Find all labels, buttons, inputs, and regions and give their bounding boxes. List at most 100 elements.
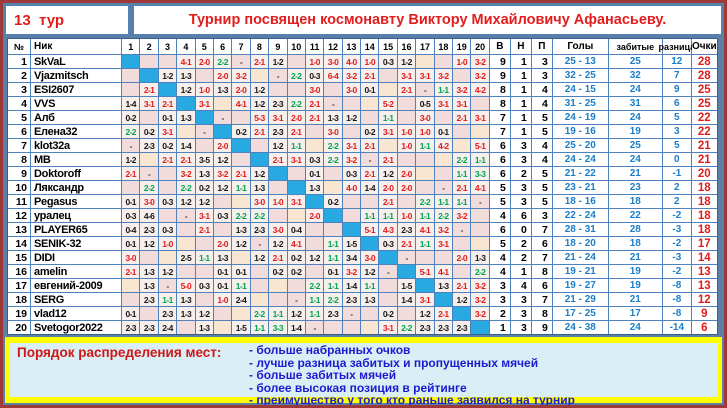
team-scored: 21	[608, 293, 662, 306]
unplayed-cell	[379, 69, 397, 82]
unplayed-cell	[379, 293, 397, 306]
team-losses: 5	[531, 195, 552, 208]
unplayed-cell	[195, 139, 213, 152]
unplayed-cell	[434, 251, 453, 264]
score-cell: 1-1	[453, 167, 471, 180]
score-cell: 1-1	[361, 279, 379, 292]
unplayed-cell	[305, 237, 324, 250]
score-cell: 2-1	[232, 167, 250, 180]
score-cell: 1-3	[434, 279, 453, 292]
team-scored: 28	[608, 223, 662, 236]
score-cell: 0-3	[342, 167, 361, 180]
team-diff: 6	[662, 97, 691, 110]
score-cell: 1-3	[324, 111, 342, 124]
score-cell: 0-1	[434, 125, 453, 138]
col-header-points: Очки	[691, 39, 717, 54]
score-cell: 1-2	[379, 167, 397, 180]
col-header-round-10: 10	[287, 39, 305, 54]
self-cell	[434, 293, 453, 306]
score-cell: 0-2	[287, 251, 305, 264]
score-cell: 2-3	[140, 321, 158, 334]
unplayed-cell	[453, 125, 471, 138]
score-cell: 2-1	[122, 167, 140, 180]
score-cell: 4-1	[287, 237, 305, 250]
unplayed-cell	[195, 265, 213, 278]
team-points: 18	[691, 181, 717, 194]
team-nick: МВ	[31, 153, 121, 166]
score-cell: 3-1	[195, 209, 213, 222]
score-cell: 1-0	[397, 209, 416, 222]
self-cell	[122, 55, 140, 68]
unplayed-cell	[361, 321, 379, 334]
team-scored: 17	[608, 307, 662, 320]
score-cell: 3-2	[453, 83, 471, 96]
team-points: 13	[691, 279, 717, 292]
score-cell: 2-3	[122, 321, 140, 334]
score-cell: 5-1	[416, 265, 434, 278]
team-wins: 5	[489, 237, 510, 250]
score-cell: 1-0	[361, 55, 379, 68]
team-nick: vlad12	[31, 307, 121, 320]
score-cell: 2-1	[250, 55, 269, 68]
unplayed-cell	[361, 111, 379, 124]
unplayed-cell	[434, 111, 453, 124]
score-cell: 2-2	[305, 279, 324, 292]
void-result-cell: -	[269, 69, 287, 82]
team-nick: amelin	[31, 265, 121, 278]
footer-band: Порядок распределения мест: - больше наб…	[5, 337, 722, 405]
team-points: 13	[691, 265, 717, 278]
score-cell: 1-1	[453, 195, 471, 208]
unplayed-cell	[158, 55, 177, 68]
score-cell: 2-2	[287, 69, 305, 82]
unplayed-cell	[324, 223, 342, 236]
team-diff: 7	[662, 69, 691, 82]
score-cell: 4-1	[232, 97, 250, 110]
score-cell: 1-3	[177, 111, 195, 124]
void-result-cell: -	[140, 167, 158, 180]
team-points: 18	[691, 209, 717, 222]
score-cell: 1-2	[177, 83, 195, 96]
score-cell: 2-2	[140, 181, 158, 194]
score-cell: 2-0	[195, 55, 213, 68]
unplayed-cell	[122, 293, 140, 306]
score-cell: 4-1	[177, 55, 195, 68]
team-diff: -8	[662, 293, 691, 306]
team-nick: Vjazmitsch	[31, 69, 121, 82]
team-diff: 12	[662, 55, 691, 68]
void-result-cell: -	[416, 83, 434, 96]
unplayed-cell	[250, 69, 269, 82]
team-pos: 3	[8, 83, 30, 96]
score-cell: 2-1	[250, 125, 269, 138]
score-cell: 1-3	[213, 83, 232, 96]
score-cell: 2-1	[140, 83, 158, 96]
unplayed-cell	[287, 83, 305, 96]
team-diff: 2	[662, 195, 691, 208]
score-cell: 1-2	[213, 181, 232, 194]
team-pos: 1	[8, 55, 30, 68]
col-header-draws: Н	[510, 39, 531, 54]
col-header-pos: №	[8, 39, 30, 54]
score-cell: 3-3	[471, 167, 489, 180]
tournament-title: Турнир посвящен космонавту Виктору Михай…	[133, 5, 722, 35]
score-cell: 2-3	[342, 293, 361, 306]
score-cell: 2-0	[453, 251, 471, 264]
unplayed-cell	[453, 265, 471, 278]
unplayed-cell	[122, 69, 140, 82]
team-draws: 2	[510, 251, 531, 264]
score-cell: 1-1	[379, 111, 397, 124]
team-diff: -8	[662, 279, 691, 292]
unplayed-cell	[250, 293, 269, 306]
score-cell: 1-2	[177, 195, 195, 208]
score-cell: 3-0	[324, 125, 342, 138]
unplayed-cell	[140, 55, 158, 68]
unplayed-cell	[416, 181, 434, 194]
score-cell: 2-1	[379, 153, 397, 166]
score-cell: 2-3	[140, 293, 158, 306]
score-cell: 1-3	[177, 293, 195, 306]
void-result-cell: -	[397, 251, 416, 264]
team-scored: 22	[608, 209, 662, 222]
team-goals: 24 - 24	[552, 153, 608, 166]
score-cell: 1-3	[140, 265, 158, 278]
score-cell: 5-2	[379, 97, 397, 110]
score-cell: 1-4	[122, 97, 140, 110]
